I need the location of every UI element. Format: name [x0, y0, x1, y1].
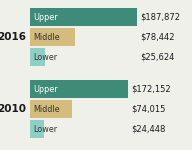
Text: Middle: Middle	[33, 33, 60, 42]
Bar	[30, 48, 45, 66]
Bar	[30, 8, 137, 26]
Text: Upper: Upper	[33, 84, 58, 93]
Text: $172,152: $172,152	[131, 84, 171, 93]
Text: 2010: 2010	[0, 104, 26, 114]
Text: $74,015: $74,015	[131, 105, 166, 114]
Text: Lower: Lower	[33, 52, 57, 62]
Text: Lower: Lower	[33, 124, 57, 134]
Text: Middle: Middle	[33, 105, 60, 114]
Bar	[30, 100, 72, 118]
Text: $78,442: $78,442	[140, 33, 175, 42]
Bar	[30, 28, 75, 46]
Text: 2016: 2016	[0, 32, 26, 42]
Bar	[30, 80, 128, 98]
Text: $25,624: $25,624	[140, 52, 174, 62]
Text: Upper: Upper	[33, 12, 58, 21]
Text: $187,872: $187,872	[140, 12, 180, 21]
Text: $24,448: $24,448	[131, 124, 166, 134]
Bar	[30, 120, 44, 138]
